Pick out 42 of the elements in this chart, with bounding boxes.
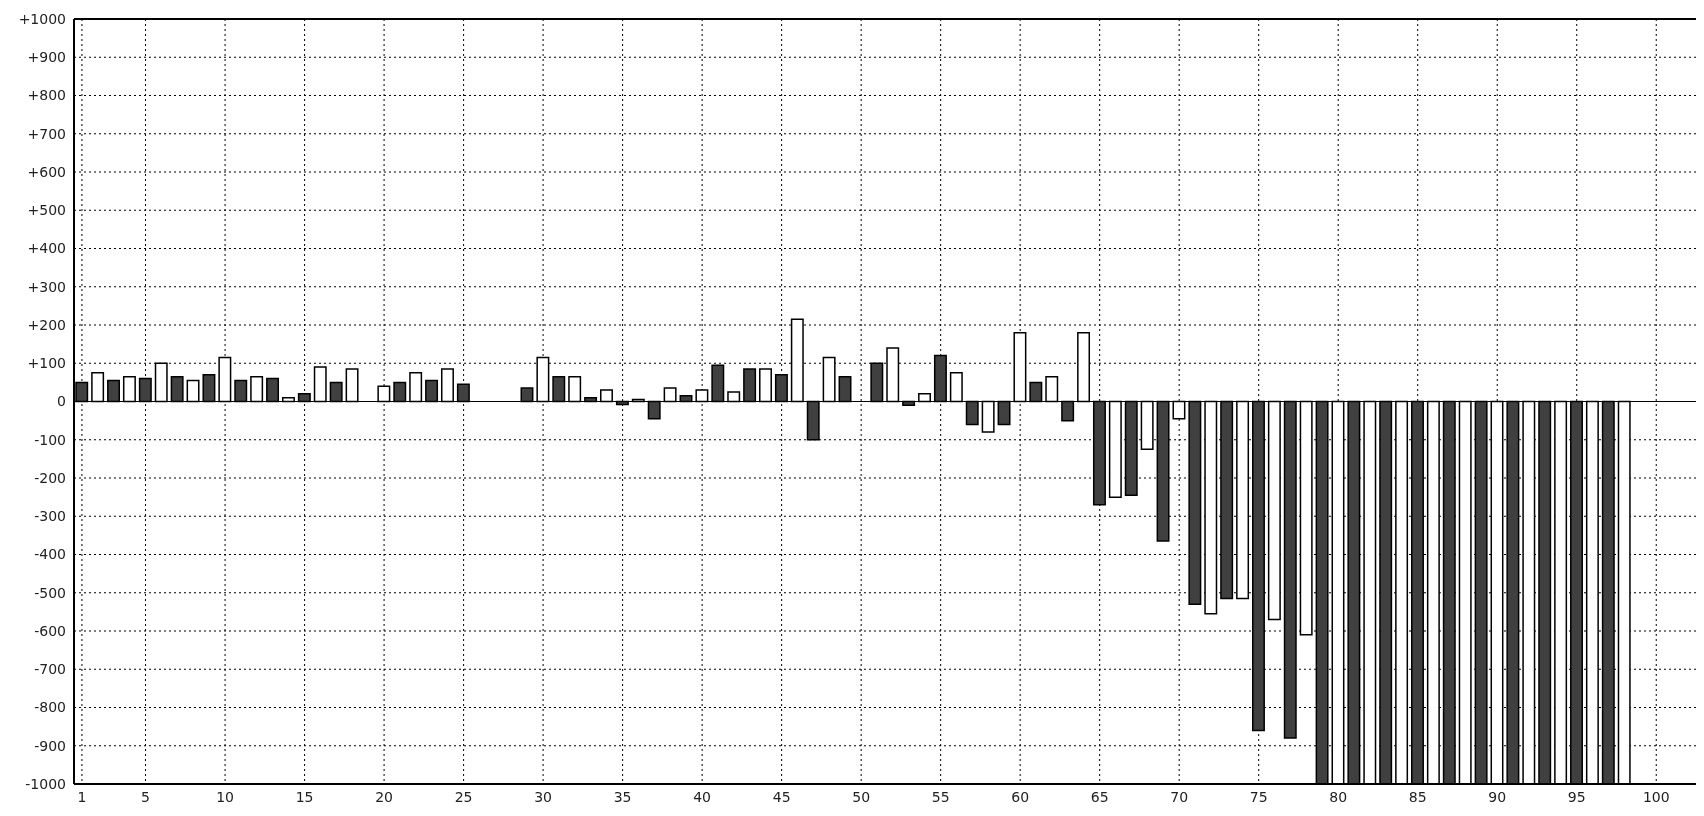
x-tick-label: 100: [1642, 788, 1670, 805]
x-tick-label: 55: [931, 788, 950, 805]
x-tick-label: 70: [1170, 788, 1189, 805]
x-tick-label: 80: [1329, 788, 1348, 805]
x-tick-label: 20: [375, 788, 393, 805]
x-tick-label: 75: [1249, 788, 1268, 805]
y-tick-label: -600: [34, 622, 66, 639]
x-tick-label: 10: [216, 788, 234, 805]
y-tick-label: +100: [27, 355, 66, 372]
x-tick-label: 45: [772, 788, 791, 805]
y-tick-label: +500: [27, 202, 66, 219]
x-tick-label: 25: [454, 788, 473, 805]
y-tick-label: -900: [34, 737, 66, 754]
y-tick-label: -100: [34, 431, 66, 448]
y-tick-label: 0: [57, 393, 66, 410]
y-tick-label: -200: [34, 469, 66, 486]
y-tick-label: -300: [34, 508, 66, 525]
x-tick-label: 85: [1408, 788, 1427, 805]
y-tick-label: +800: [27, 87, 66, 104]
y-tick-label: -700: [34, 661, 66, 678]
y-tick-label: +600: [27, 163, 66, 180]
y-tick-label: -1000: [25, 775, 66, 792]
y-tick-label: +900: [27, 49, 66, 66]
x-tick-label: 30: [534, 788, 553, 805]
x-tick-label: 65: [1090, 788, 1109, 805]
x-tick-label: 90: [1488, 788, 1507, 805]
y-tick-label: +700: [27, 125, 66, 142]
y-tick-label: +1000: [18, 10, 66, 27]
y-tick-label: -400: [34, 546, 66, 563]
x-tick-label: 35: [613, 788, 632, 805]
x-tick-label: 1: [77, 788, 87, 805]
x-tick-label: 95: [1567, 788, 1586, 805]
x-tick-label: 50: [852, 788, 871, 805]
y-tick-label: +200: [27, 316, 66, 333]
x-tick-label: 5: [141, 788, 151, 805]
y-tick-label: -500: [34, 584, 66, 601]
y-tick-label: +300: [27, 278, 66, 295]
y-tick-label: -800: [34, 699, 66, 716]
x-tick-label: 40: [693, 788, 712, 805]
x-tick-label: 60: [1011, 788, 1030, 805]
y-tick-label: +400: [27, 240, 66, 257]
x-tick-label: 15: [295, 788, 314, 805]
